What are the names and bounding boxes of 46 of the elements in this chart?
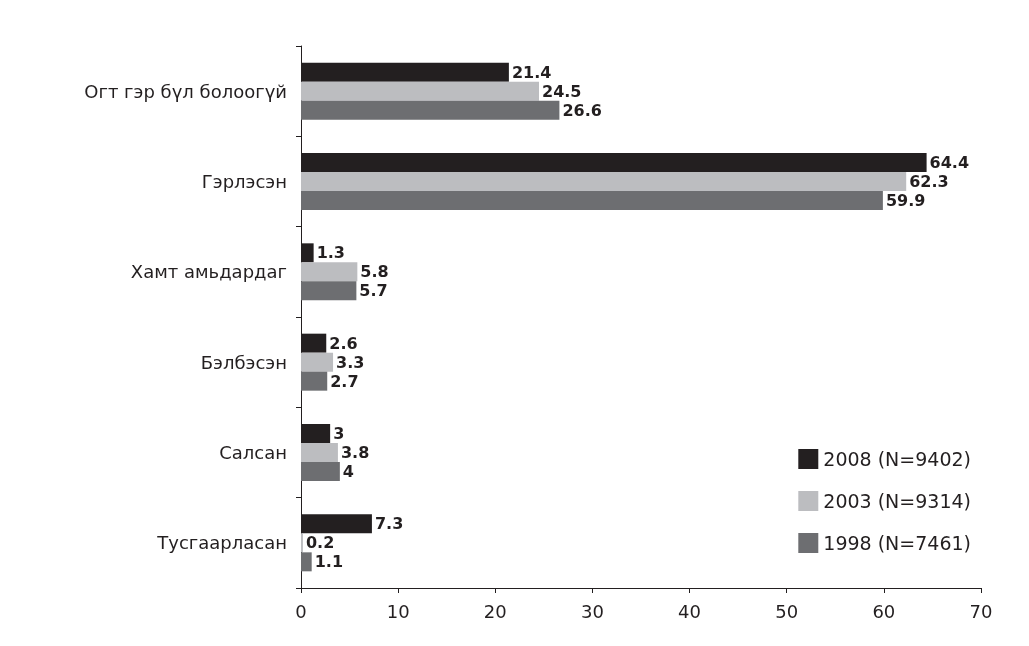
data-label: 62.3: [909, 172, 949, 191]
legend-label: 2008 (N=9402): [823, 448, 972, 470]
y-tick-label: Хамт амьдардаг: [130, 261, 287, 283]
bar: [301, 191, 883, 210]
y-tick-label: Огт гэр бүл болоогүй: [84, 80, 287, 102]
legend-label: 1998 (N=7461): [823, 532, 972, 554]
data-label: 59.9: [885, 191, 926, 210]
data-label: 26.6: [562, 100, 602, 120]
data-label: 3.3: [336, 352, 365, 372]
bar: [301, 100, 560, 120]
data-label: 5.8: [360, 262, 389, 282]
bar: [301, 552, 312, 572]
bar: [301, 352, 334, 372]
data-label: 64.4: [929, 153, 970, 172]
data-label: 4: [342, 462, 354, 481]
y-tick-label: Тусгаарласан: [156, 532, 287, 554]
x-tick-label: 10: [386, 600, 410, 622]
bar: [301, 172, 907, 191]
x-tick-label: 70: [969, 600, 993, 622]
data-label: 7.3: [374, 514, 404, 534]
data-label: 2.6: [329, 333, 358, 353]
data-label: 3: [333, 424, 345, 443]
y-tick-label: Бэлбэсэн: [200, 351, 287, 373]
data-label: 5.7: [359, 281, 388, 301]
bar: [301, 462, 340, 481]
x-tick-label: 30: [580, 600, 604, 622]
bar: [301, 443, 338, 462]
data-label: 21.4: [511, 62, 552, 82]
data-label: 24.5: [542, 81, 582, 101]
legend-label: 2003 (N=9314): [823, 490, 972, 512]
y-tick-label: Салсан: [219, 442, 287, 463]
bar: [301, 371, 328, 391]
x-tick-label: 40: [678, 600, 702, 622]
data-label: 1.3: [316, 243, 345, 263]
x-tick-label: 50: [775, 600, 799, 622]
x-tick-label: 0: [295, 600, 307, 622]
x-tick-label: 20: [483, 600, 507, 622]
data-label: 1.1: [314, 552, 344, 572]
data-label: 2.7: [330, 371, 359, 391]
bar: [301, 262, 358, 282]
y-tick-label: Гэрлэсэн: [201, 171, 287, 192]
data-label: 0.2: [305, 533, 335, 553]
bar: [301, 281, 357, 301]
bar: [301, 81, 539, 101]
data-label: 3.8: [340, 443, 370, 462]
x-tick-label: 60: [872, 600, 896, 622]
